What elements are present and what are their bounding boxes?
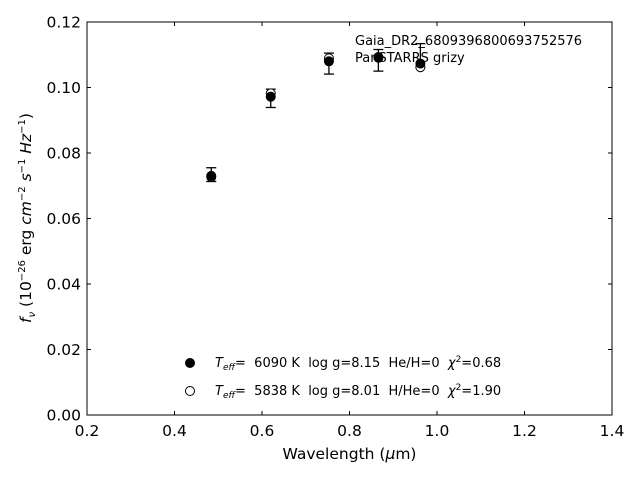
annotation-object-id: Gaia_DR2_6809396800693752576 [355,34,582,49]
x-tick-label: 0.8 [337,422,362,440]
legend-marker-open [185,386,195,396]
legend-entry-1: Teff= 5838 K log g=8.01 H/He=0 χ2=1.90 [215,383,501,401]
y-tick-label: 0.10 [46,79,81,97]
legend-1-chi2: =1.90 [461,384,501,399]
legend-0-chi2: =0.68 [461,356,501,371]
legend-0-comp: He/H=0 [389,356,440,371]
x-axis-label: Wavelength (μm) [283,445,417,463]
y-tick-label: 0.06 [46,210,81,228]
data-marks [206,42,426,183]
x-tick-label: 1.2 [512,422,537,440]
x-tick-label: 1.0 [425,422,450,440]
model-point-filled [206,170,217,181]
legend-1-teff: 5838 K [254,384,300,399]
y-axis-label: fν (10−26 erg cm−2 s−1 Hz−1) [17,113,38,323]
model-point-filled [415,58,426,69]
x-tick-label: 0.4 [162,422,187,440]
model-point-filled [373,52,384,63]
y-tick-label: 0.02 [46,341,81,359]
y-tick-label: 0.00 [46,407,81,425]
legend-1-logg: log g=8.01 [308,384,380,399]
legend-marker-filled [185,358,195,368]
y-axis-ticks: 0.00 0.02 0.04 0.06 0.08 0.10 0.12 [46,14,612,425]
x-tick-label: 0.2 [75,422,100,440]
legend-entry-0: Teff= 6090 K log g=8.15 He/H=0 χ2=0.68 [215,355,501,373]
legend-1-comp: H/He=0 [389,384,440,399]
x-tick-label: 0.6 [250,422,275,440]
y-tick-label: 0.04 [46,276,81,294]
annotation-survey: PanSTARRS grizy [355,51,465,66]
legend-0-teff: 6090 K [254,356,300,371]
x-tick-label: 1.4 [600,422,625,440]
model-point-filled [323,56,334,67]
model-point-filled [265,91,276,102]
x-axis-ticks: 0.2 0.4 0.6 0.8 1.0 1.2 1.4 [75,22,625,440]
y-tick-label: 0.12 [46,14,81,32]
y-tick-label: 0.08 [46,145,81,163]
legend-0-logg: log g=8.15 [308,356,380,371]
legend: Teff= 6090 K log g=8.15 He/H=0 χ2=0.68 T… [185,355,501,401]
